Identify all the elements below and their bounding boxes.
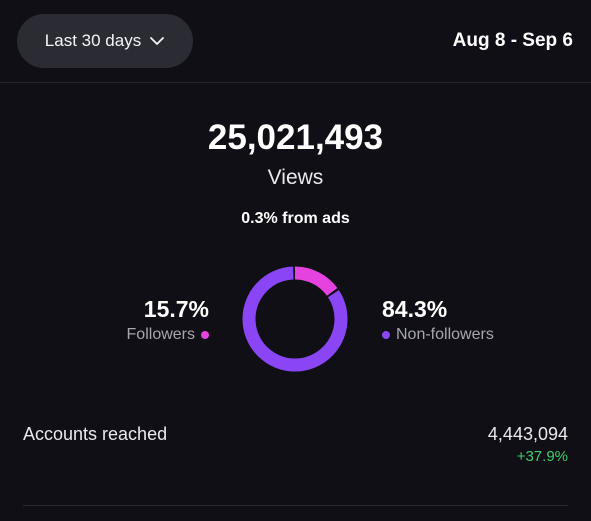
ads-share-note: 0.3% from ads (241, 210, 350, 227)
views-donut-chart (242, 266, 348, 372)
header-bar: Last 30 days Aug 8 - Sep 6 (0, 0, 591, 83)
views-label: Views (267, 166, 324, 189)
followers-legend: Followers (127, 326, 209, 344)
followers-legend-dot (201, 331, 209, 339)
non-followers-legend-label: Non-followers (396, 326, 494, 343)
followers-percent: 15.7% (143, 296, 209, 322)
accounts-reached-row[interactable]: Accounts reached 4,443,094 +37.9% (23, 422, 568, 472)
date-range-dropdown[interactable]: Last 30 days (17, 14, 193, 68)
chevron-down-icon (150, 37, 165, 45)
accounts-reached-value: 4,443,094 (487, 424, 568, 444)
donut-segment-followers (242, 266, 348, 372)
views-total: 25,021,493 (207, 118, 384, 157)
non-followers-stat: 84.3% Non-followers (382, 296, 494, 344)
non-followers-legend: Non-followers (382, 326, 494, 344)
followers-stat: 15.7% Followers (127, 296, 209, 344)
followers-legend-label: Followers (126, 326, 195, 343)
date-range-text: Aug 8 - Sep 6 (452, 30, 573, 51)
non-followers-legend-dot (382, 331, 390, 339)
accounts-reached-label: Accounts reached (23, 424, 168, 444)
divider (23, 505, 568, 506)
date-range-dropdown-label: Last 30 days (44, 31, 142, 50)
non-followers-percent: 84.3% (382, 296, 448, 322)
accounts-reached-change: +37.9% (516, 448, 568, 465)
donut-segment-non-followers (242, 266, 348, 372)
